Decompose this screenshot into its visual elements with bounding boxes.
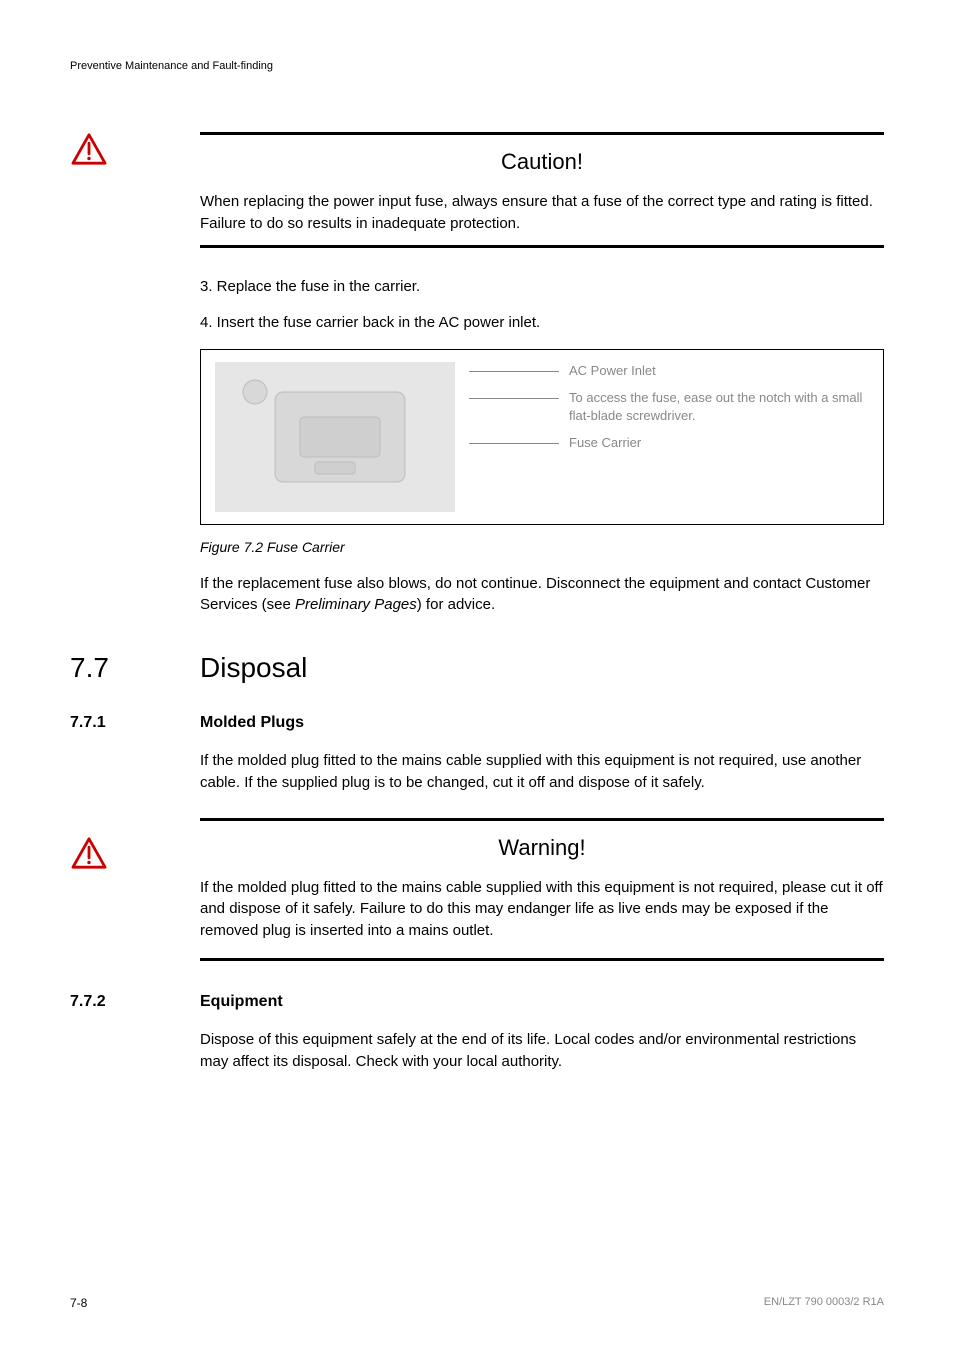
section-7-7-heading: 7.7 Disposal [70, 652, 884, 684]
warning-icon-gutter [70, 818, 200, 875]
warning-bottom-rule [200, 958, 884, 961]
section-7-7-2-number: 7.7.2 [70, 993, 200, 1011]
section-7-7-2-heading: 7.7.2 Equipment [70, 993, 884, 1011]
step-3: 3. Replace the fuse in the carrier. [200, 276, 884, 299]
caution-body: When replacing the power input fuse, alw… [200, 191, 884, 235]
caution-icon-gutter [70, 132, 200, 171]
section-7-7-title: Disposal [200, 652, 307, 684]
caution-top-rule [200, 132, 884, 135]
figure-labels: AC Power Inlet To access the fuse, ease … [455, 362, 869, 462]
leader-line [469, 371, 559, 372]
after-figure-paragraph: If the replacement fuse also blows, do n… [200, 573, 884, 617]
page-footer: 7-8 EN/LZT 790 0003/2 R1A [70, 1296, 884, 1310]
section-7-7-2-title: Equipment [200, 993, 283, 1011]
warning-block: Warning! If the molded plug fitted to th… [70, 818, 884, 961]
caution-title: Caution! [200, 149, 884, 175]
section-7-7-number: 7.7 [70, 652, 200, 684]
footer-doc-id: EN/LZT 790 0003/2 R1A [764, 1296, 884, 1310]
running-header: Preventive Maintenance and Fault-finding [70, 60, 884, 72]
leader-line [469, 443, 559, 444]
section-7-7-1-heading: 7.7.1 Molded Plugs [70, 714, 884, 732]
warning-top-rule [200, 818, 884, 821]
figure-label-3: Fuse Carrier [569, 434, 641, 452]
figure-image-placeholder [215, 362, 455, 512]
figure-label-1: AC Power Inlet [569, 362, 656, 380]
section-7-7-1-number: 7.7.1 [70, 714, 200, 732]
warning-title: Warning! [200, 835, 884, 861]
figure-caption: Figure 7.2 Fuse Carrier [200, 539, 884, 555]
after-figure-text-b: ) for advice. [417, 596, 495, 613]
section-7-7-2-body: Dispose of this equipment safely at the … [200, 1029, 884, 1073]
caution-block: Caution! When replacing the power input … [70, 132, 884, 248]
step-4: 4. Insert the fuse carrier back in the A… [200, 312, 884, 335]
warning-triangle-icon [70, 836, 108, 870]
after-figure-text-italic: Preliminary Pages [295, 596, 417, 613]
figure-box: AC Power Inlet To access the fuse, ease … [200, 349, 884, 525]
leader-line [469, 398, 559, 399]
caution-triangle-icon [70, 132, 108, 166]
section-7-7-1-title: Molded Plugs [200, 714, 304, 732]
caution-bottom-rule [200, 245, 884, 248]
figure-label-2: To access the fuse, ease out the notch w… [569, 389, 869, 424]
section-7-7-1-body: If the molded plug fitted to the mains c… [200, 750, 884, 794]
warning-body: If the molded plug fitted to the mains c… [200, 877, 884, 942]
footer-page-number: 7-8 [70, 1296, 87, 1310]
